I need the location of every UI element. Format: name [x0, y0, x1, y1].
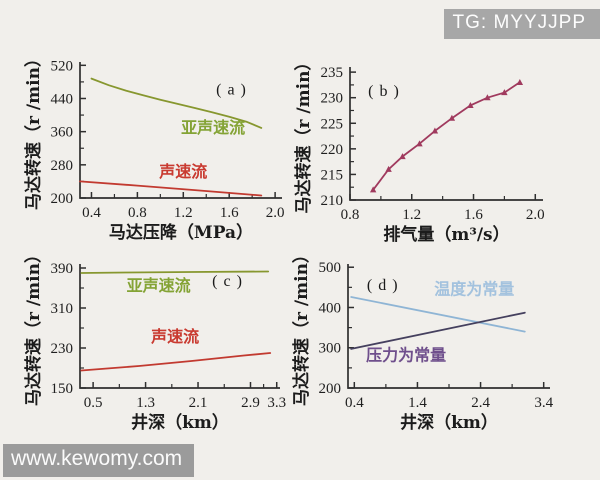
series-line-声速流	[80, 352, 272, 372]
series-label-亚声速流: 亚声速流	[127, 276, 191, 295]
x-tick-label: 1.4	[408, 395, 427, 411]
x-tick-label: 2.4	[471, 395, 490, 411]
series-line-排气量曲线	[372, 81, 521, 191]
x-tick-label: 1.2	[174, 205, 193, 221]
series-line-亚声速流	[90, 77, 263, 129]
y-axis-title-c: 马达转速（r /min）	[23, 246, 44, 406]
x-axis-title-b: 排气量（m³/s）	[383, 224, 509, 245]
triangle-marker	[484, 94, 491, 101]
series-label-压力为常量: 压力为常量	[366, 346, 446, 365]
x-axis-title-a: 马达压降（MPa）	[109, 222, 253, 243]
triangle-marker	[385, 165, 392, 172]
tg-watermark-badge: TG: MYYJJPP	[443, 9, 600, 39]
y-tick-label: 500	[319, 260, 342, 276]
series-line-压力为常量	[350, 311, 526, 350]
x-tick-label: 1.3	[136, 395, 155, 411]
website-watermark: www.kewomy.com	[3, 444, 195, 477]
y-tick-label: 230	[51, 341, 74, 357]
series-label-声速流: 声速流	[158, 162, 207, 181]
y-tick-label: 310	[51, 301, 74, 317]
y-axis-title-b: 马达转速（r /min）	[293, 54, 314, 214]
subplot-label-d: ( d )	[367, 277, 399, 294]
series-line-亚声速流	[80, 270, 270, 274]
subplot-label-c: ( c )	[212, 273, 243, 290]
triangle-marker	[501, 89, 508, 96]
y-tick-label: 210	[321, 193, 344, 209]
series-label-温度为常量: 温度为常量	[433, 280, 514, 299]
subplot-label-a: ( a )	[216, 81, 247, 98]
series-label-亚声速流: 亚声速流	[181, 118, 245, 137]
x-tick-label: 0.5	[84, 395, 103, 411]
x-axis-title-d: 井深（km）	[400, 412, 498, 433]
x-tick-label: 0.4	[345, 395, 364, 411]
y-tick-label: 440	[51, 91, 74, 107]
y-tick-label: 235	[321, 65, 344, 81]
x-tick-label: 2.0	[526, 207, 545, 223]
triangle-marker	[431, 127, 439, 134]
series-label-声速流: 声速流	[150, 327, 199, 346]
x-tick-label: 0.8	[341, 207, 360, 223]
x-tick-label: 0.8	[128, 205, 147, 221]
x-tick-label: 1.6	[220, 205, 239, 221]
x-tick-label: 3.3	[267, 395, 286, 411]
triangle-marker	[448, 114, 456, 121]
x-tick-label: 1.2	[402, 207, 421, 223]
y-axis-title-d: 马达转速（r /min）	[291, 246, 312, 406]
x-axis-title-c: 井深（km）	[131, 412, 229, 433]
y-tick-label: 390	[51, 261, 74, 277]
x-tick-label: 2.9	[241, 395, 260, 411]
triangle-marker	[516, 78, 524, 85]
y-tick-label: 280	[51, 158, 74, 174]
y-tick-label: 220	[321, 142, 344, 158]
y-tick-label: 225	[321, 116, 344, 132]
y-tick-label: 400	[319, 300, 342, 316]
y-tick-label: 200	[319, 381, 342, 397]
triangle-marker	[399, 153, 406, 160]
series-line-声速流	[79, 180, 263, 197]
x-tick-label: 2.0	[266, 205, 285, 221]
y-tick-label: 360	[51, 125, 74, 141]
triangle-marker	[369, 186, 377, 193]
y-tick-label: 520	[51, 58, 74, 74]
y-tick-label: 150	[51, 381, 74, 397]
y-tick-label: 215	[321, 167, 344, 183]
x-tick-label: 1.6	[464, 207, 483, 223]
series-line-温度为常量	[350, 296, 526, 333]
x-tick-label: 2.1	[189, 395, 208, 411]
x-tick-label: 0.4	[82, 205, 101, 221]
y-tick-label: 200	[51, 191, 74, 207]
triangle-marker	[467, 101, 474, 108]
triangle-marker	[416, 140, 423, 147]
y-tick-label: 230	[321, 91, 344, 107]
y-tick-label: 300	[319, 341, 342, 357]
subplot-label-b: ( b )	[368, 83, 400, 100]
y-axis-title-a: 马达转速（r /min）	[23, 50, 44, 210]
x-tick-label: 3.4	[534, 395, 553, 411]
